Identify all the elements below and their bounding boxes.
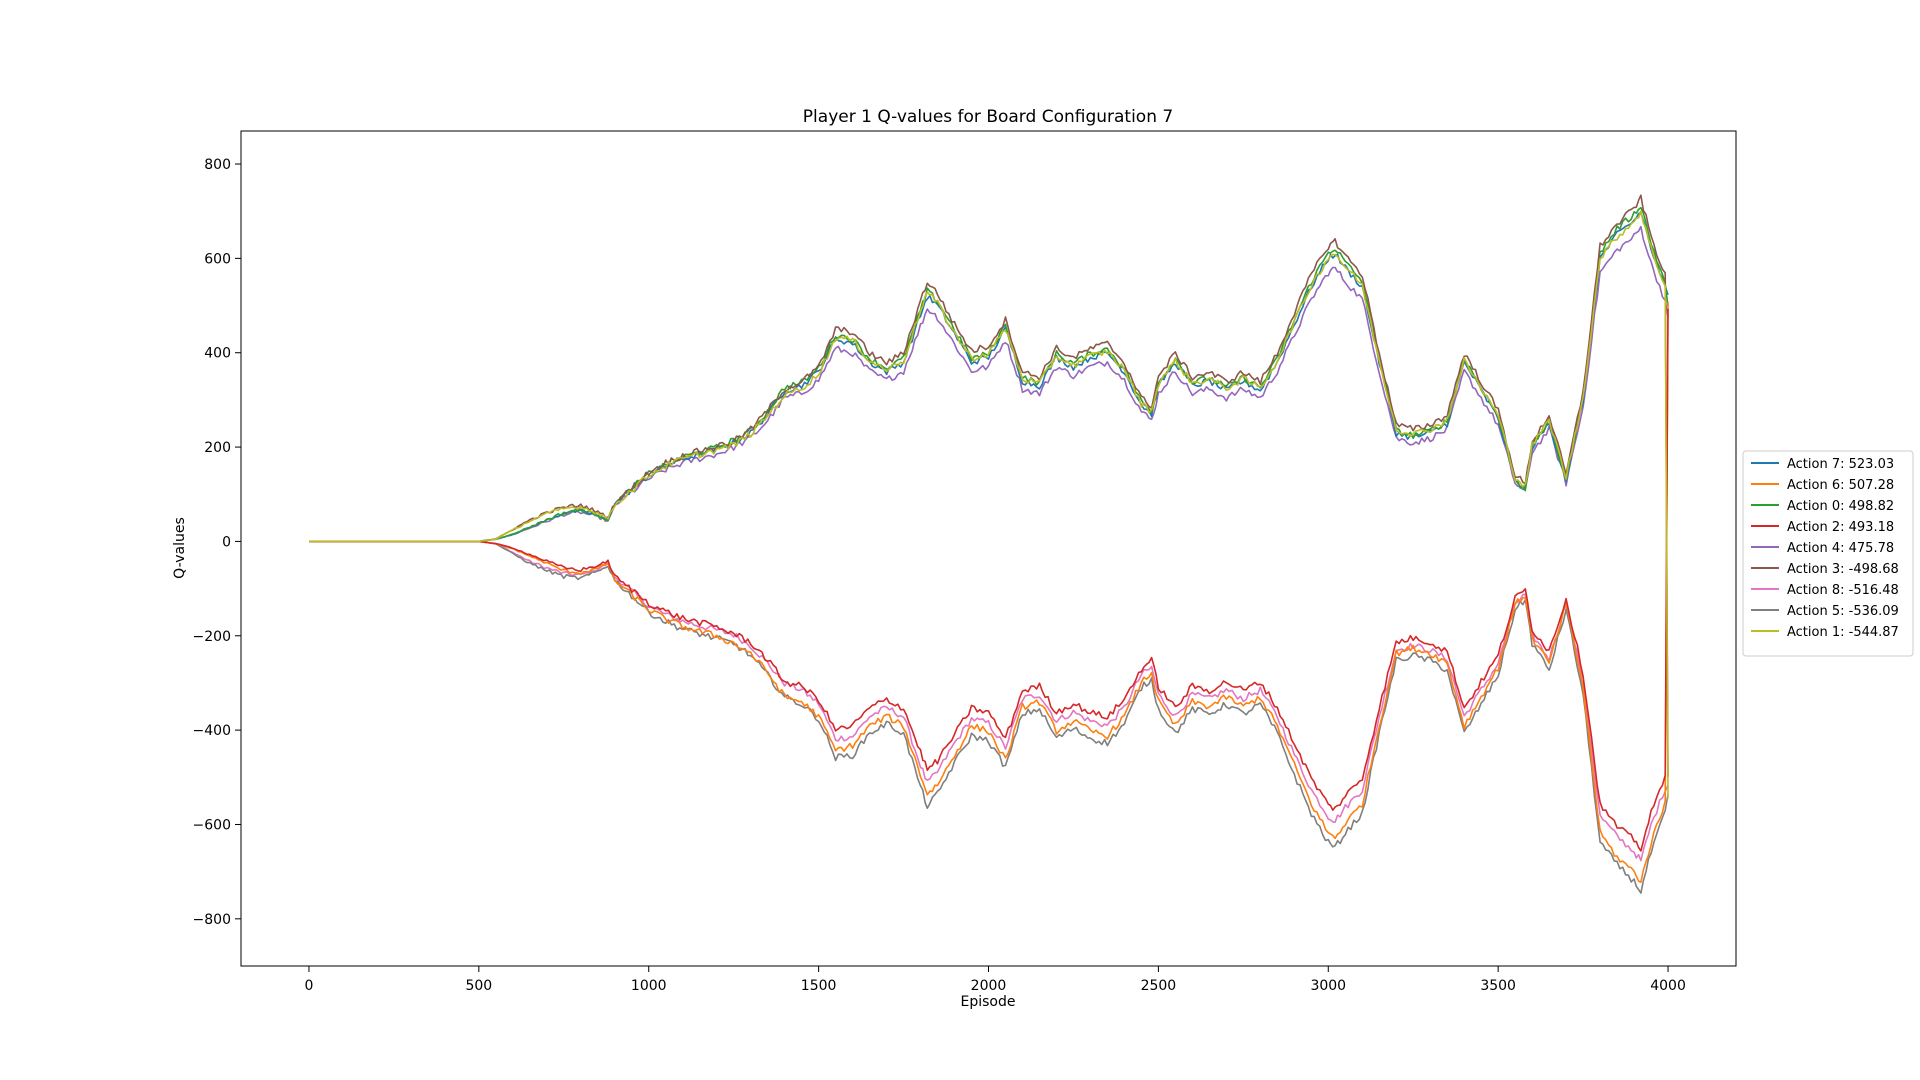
x-axis-label: Episode [961,994,1016,1010]
y-axis-label: Q-values [172,517,188,579]
legend-entry: Action 2: 493.18 [1787,520,1894,535]
x-tick-label: 2500 [1141,978,1177,994]
x-tick-label: 0 [304,978,313,994]
y-tick-label: 800 [204,157,231,173]
x-tick-label: 1000 [631,978,667,994]
series-line-7 [309,540,1669,894]
x-tick-label: 2000 [971,978,1007,994]
series-line-6 [309,540,1669,862]
x-tick-label: 1500 [801,978,837,994]
legend-entry: Action 5: -536.09 [1787,604,1899,619]
legend-entry: Action 1: -544.87 [1787,625,1899,640]
series-line-5 [309,194,1669,777]
legend-entry: Action 6: 507.28 [1787,478,1894,493]
x-tick-label: 3500 [1480,978,1516,994]
y-tick-label: 600 [204,251,231,267]
y-tick-label: 200 [204,440,231,456]
y-tick-label: −600 [193,817,231,833]
legend: Action 7: 523.03 Action 6: 507.28 Action 0… [1742,450,1914,657]
y-tick-label: −200 [193,629,231,645]
legend-entry: Action 7: 523.03 [1787,457,1894,472]
series-layer [309,194,1669,894]
y-tick-label: −800 [193,912,231,928]
legend-entry: Action 8: -516.48 [1787,583,1899,598]
series-line-8 [309,210,1669,799]
y-tick-label: 400 [204,346,231,362]
series-line-1 [309,302,1669,884]
legend-entry: Action 4: 475.78 [1787,541,1894,556]
legend-entry: Action 3: -498.68 [1787,562,1899,577]
y-axis: −800 −600 −400 −200 0 200 400 600 800 [193,157,241,928]
chart-title: Player 1 Q-values for Board Configuratio… [803,107,1173,127]
x-tick-label: 500 [465,978,492,994]
series-line-3 [309,308,1669,852]
y-tick-label: 0 [222,534,231,550]
y-tick-label: −400 [193,723,231,739]
legend-entry: Action 0: 498.82 [1787,499,1894,514]
x-tick-label: 3000 [1310,978,1346,994]
x-tick-label: 4000 [1650,978,1686,994]
x-axis: 0 500 1000 1500 2000 2500 3000 3500 4000 [304,966,1686,994]
legend-box [1742,450,1914,657]
